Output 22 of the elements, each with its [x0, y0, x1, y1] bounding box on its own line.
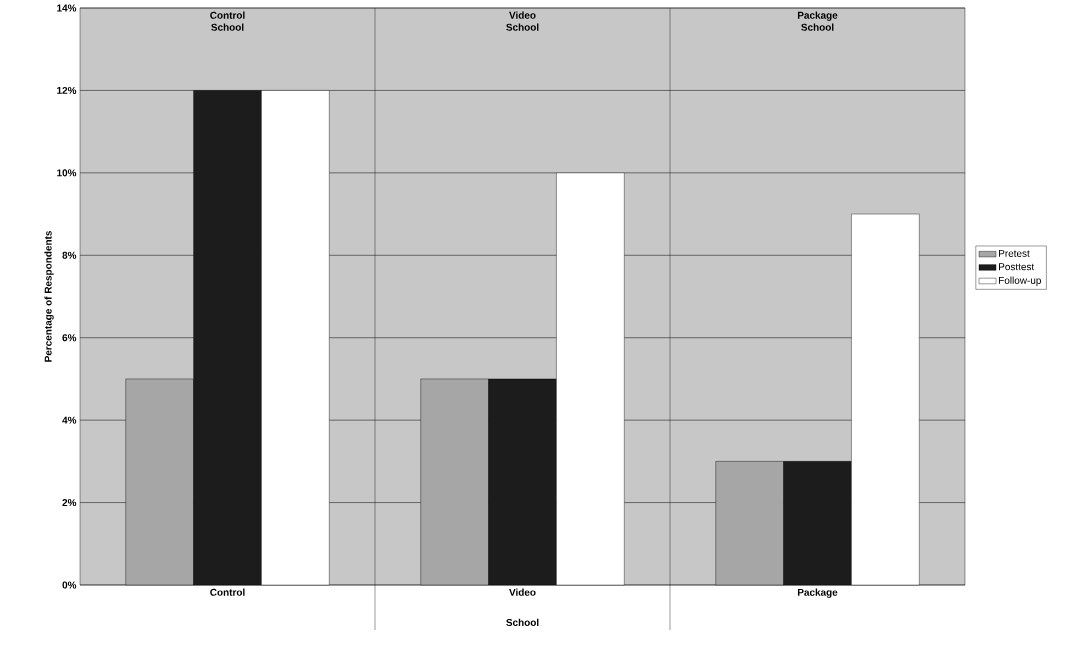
- x-tick-label: Package: [797, 11, 838, 21]
- y-tick-label: 0%: [62, 581, 77, 589]
- text: School: [211, 23, 244, 31]
- legend-label: Pretest: [999, 249, 1030, 257]
- y-tick-label: 12%: [57, 86, 77, 94]
- text: School: [801, 23, 834, 31]
- category-label: Video: [509, 588, 536, 596]
- y-axis-title: Percentage of Respondents: [44, 231, 54, 362]
- legend-label: Follow-up: [999, 276, 1041, 286]
- x-axis-title: School: [506, 618, 539, 626]
- y-tick-label: 8%: [62, 251, 77, 259]
- y-tick-label: 2%: [62, 499, 77, 507]
- legend-label: Posttest: [999, 263, 1035, 271]
- text: School: [506, 23, 539, 31]
- y-tick-label: 6%: [62, 334, 77, 342]
- y-tick-label: 10%: [57, 169, 77, 177]
- category-label: Package: [797, 588, 838, 598]
- category-label: Control: [210, 588, 245, 596]
- y-tick-label: 14%: [57, 4, 77, 12]
- x-tick-label: Control: [210, 11, 245, 19]
- x-tick-label: Video: [509, 11, 536, 19]
- y-tick-label: 4%: [62, 416, 77, 424]
